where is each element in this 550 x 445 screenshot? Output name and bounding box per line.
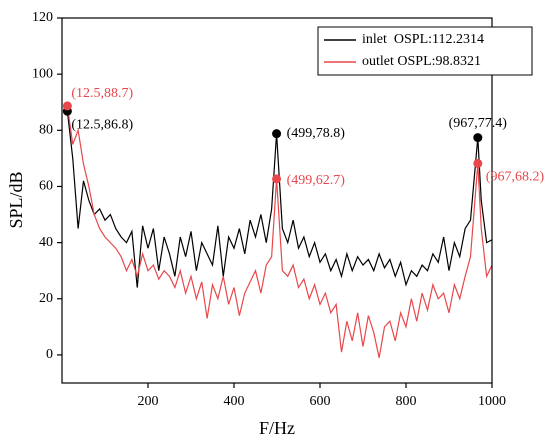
y-tick-label: 80 bbox=[39, 123, 53, 138]
x-tick-label: 400 bbox=[224, 394, 245, 409]
y-tick-label: 20 bbox=[39, 291, 53, 306]
y-axis-label: SPL/dB bbox=[6, 171, 26, 228]
legend-label: inlet OSPL:112.2314 bbox=[362, 32, 484, 47]
legend-box bbox=[317, 26, 533, 76]
x-tick-label: 1000 bbox=[478, 394, 506, 409]
y-tick-label: 0 bbox=[46, 347, 53, 362]
annotation-dot bbox=[272, 129, 282, 139]
series-line bbox=[66, 105, 493, 358]
y-tick-label: 40 bbox=[39, 235, 53, 250]
plot-frame bbox=[61, 17, 493, 384]
annotation-dot bbox=[473, 133, 483, 143]
y-tick-label: 60 bbox=[39, 179, 53, 194]
annotation-dot bbox=[473, 158, 483, 168]
x-axis-label: F/Hz bbox=[259, 418, 295, 438]
annotation-label: (967,68.2) bbox=[486, 170, 545, 185]
x-tick-label: 200 bbox=[138, 394, 159, 409]
annotation-label: (499,78.8) bbox=[287, 126, 346, 141]
annotation-label: (12.5,88.7) bbox=[71, 86, 133, 101]
annotation-dot bbox=[62, 101, 72, 111]
y-tick-label: 120 bbox=[32, 10, 53, 25]
legend-label: outlet OSPL:98.8321 bbox=[362, 54, 481, 69]
x-tick-label: 800 bbox=[396, 394, 417, 409]
x-tick-label: 600 bbox=[310, 394, 331, 409]
annotation-dot bbox=[272, 174, 282, 184]
annotation-label: (12.5,86.8) bbox=[71, 117, 133, 132]
annotation-label: (499,62.7) bbox=[287, 173, 346, 188]
y-tick-label: 100 bbox=[32, 66, 53, 81]
annotation-label: (967,77.4) bbox=[449, 116, 508, 131]
